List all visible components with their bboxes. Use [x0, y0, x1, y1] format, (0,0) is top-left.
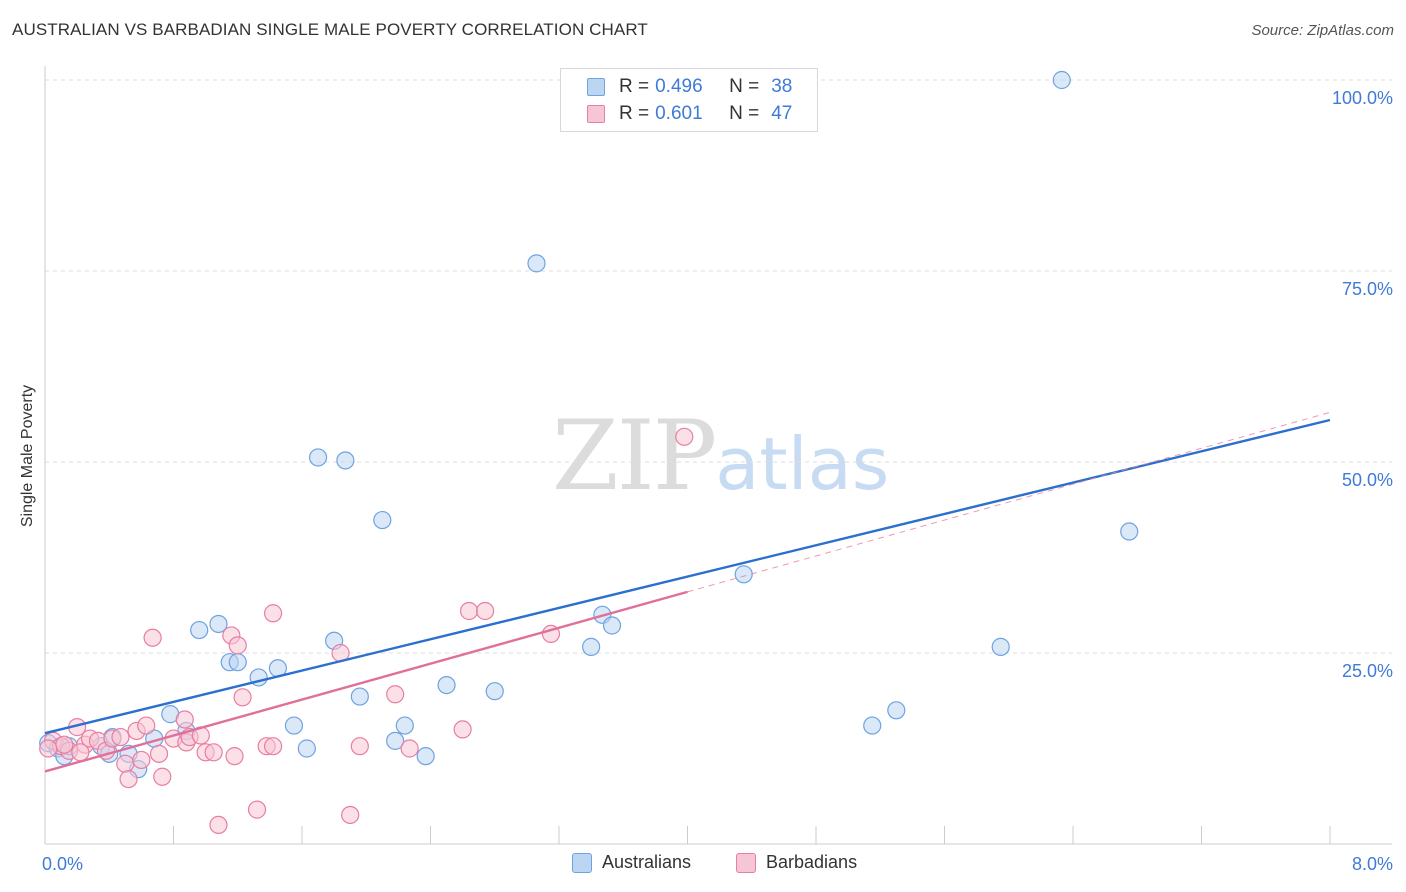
data-point-australians	[1120, 522, 1139, 541]
data-point-barbadians	[116, 754, 135, 773]
data-point-australians	[437, 675, 456, 695]
bottom-legend-australians: Australians	[572, 852, 691, 873]
y-tick-label: 75.0%	[1342, 279, 1393, 299]
y-tick-label: 25.0%	[1342, 661, 1393, 681]
legend-r-value-australians: 0.496	[655, 76, 703, 97]
data-point-barbadians	[228, 636, 247, 655]
legend-n-value-barbadians: 47	[771, 103, 793, 124]
bottom-legend-label-barbadians: Barbadians	[766, 852, 858, 872]
data-point-barbadians	[459, 601, 479, 621]
data-point-australians	[602, 616, 622, 635]
data-point-australians	[336, 451, 355, 470]
data-point-australians	[991, 637, 1010, 656]
data-point-barbadians	[675, 427, 694, 446]
legend-r-value-barbadians: 0.601	[655, 103, 703, 124]
data-point-australians	[582, 637, 601, 656]
data-point-barbadians	[175, 710, 194, 729]
trend-line-dashed-barbadians	[687, 411, 1331, 593]
legend-n-label: N =	[729, 103, 760, 124]
data-point-australians	[1052, 70, 1071, 90]
data-point-australians	[297, 739, 316, 758]
data-point-barbadians	[71, 743, 90, 762]
data-point-barbadians	[453, 720, 472, 739]
correlation-legend: R = 0.496 N = 38 R = 0.601 N = 47	[560, 68, 818, 132]
data-point-australians	[485, 682, 504, 701]
data-point-australians	[373, 510, 392, 530]
data-point-barbadians	[39, 739, 58, 758]
legend-row-barbadians: R = 0.601 N = 47	[587, 102, 792, 126]
data-point-barbadians	[137, 716, 156, 735]
trend-line-barbadians	[44, 590, 688, 773]
bottom-legend-label-australians: Australians	[602, 852, 692, 872]
x-tick-label: 0.0%	[42, 854, 83, 874]
legend-r-label: R =	[619, 76, 650, 97]
data-point-australians	[887, 701, 906, 720]
data-point-barbadians	[111, 727, 130, 747]
data-point-barbadians	[263, 604, 283, 623]
legend-n-value-australians: 38	[771, 76, 793, 97]
data-point-australians	[228, 653, 247, 672]
y-tick-label: 100.0%	[1332, 88, 1393, 108]
data-point-barbadians	[55, 735, 74, 754]
trend-line-australians	[44, 418, 1331, 735]
data-point-barbadians	[400, 739, 419, 758]
data-point-australians	[386, 731, 405, 750]
data-point-australians	[209, 614, 228, 634]
data-point-australians	[527, 254, 546, 273]
data-point-barbadians	[153, 767, 172, 786]
data-point-barbadians	[341, 805, 360, 825]
bottom-legend-swatch-barbadians	[736, 852, 756, 873]
data-point-australians	[416, 747, 435, 766]
data-point-barbadians	[143, 628, 162, 647]
data-point-australians	[350, 687, 369, 706]
data-point-australians	[284, 716, 304, 735]
chart-source: Source: ZipAtlas.com	[1251, 22, 1394, 39]
data-point-barbadians	[233, 688, 252, 707]
data-point-barbadians	[225, 747, 244, 766]
data-point-barbadians	[209, 815, 228, 835]
data-point-barbadians	[386, 685, 405, 704]
legend-row-australians: R = 0.496 N = 38	[587, 75, 792, 99]
y-tick-label: 50.0%	[1342, 470, 1393, 490]
data-point-barbadians	[263, 737, 283, 756]
data-point-barbadians	[476, 601, 495, 621]
data-point-barbadians	[132, 750, 151, 770]
data-point-australians	[190, 620, 209, 640]
data-point-barbadians	[119, 769, 138, 789]
data-point-barbadians	[149, 744, 169, 763]
data-point-barbadians	[350, 737, 369, 756]
data-point-barbadians	[247, 800, 267, 819]
legend-swatch-barbadians	[587, 105, 605, 123]
data-point-australians	[395, 716, 414, 735]
legend-n-label: N =	[729, 76, 760, 97]
data-point-australians	[734, 565, 753, 584]
data-point-australians	[308, 448, 328, 467]
x-tick-label: 8.0%	[1352, 854, 1393, 874]
data-point-australians	[863, 716, 882, 735]
chart-title: AUSTRALIAN VS BARBADIAN SINGLE MALE POVE…	[12, 20, 648, 39]
bottom-legend-barbadians: Barbadians	[736, 852, 857, 873]
bottom-legend-swatch-australians	[572, 852, 592, 873]
legend-r-label: R =	[619, 103, 650, 124]
legend-swatch-australians	[587, 78, 605, 96]
data-point-barbadians	[204, 743, 223, 762]
